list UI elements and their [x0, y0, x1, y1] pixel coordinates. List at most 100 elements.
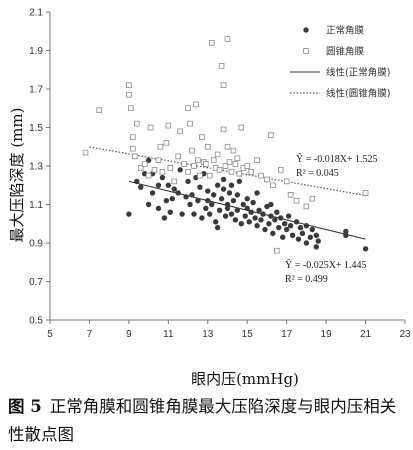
point-keratoconus	[258, 172, 264, 179]
point-keratoconus	[132, 153, 138, 160]
equations: Ŷ = -0.018X+ 1.525 R² = 0.045 Ŷ = -0.025X+…	[285, 153, 378, 285]
x-tick-label: 21	[360, 329, 372, 340]
tick-labels: 5 7 9 11 13 15 17 19 21 23 0.5 0.7 0.9 1.1 1.3 1.5 1.7 1.…	[29, 8, 411, 341]
point-normal	[226, 190, 233, 196]
point-keratoconus	[197, 172, 203, 179]
data-points	[82, 36, 369, 254]
point-normal	[222, 213, 229, 219]
point-normal	[216, 207, 223, 213]
point-normal	[155, 182, 162, 188]
point-normal	[214, 224, 221, 231]
x-tick-label: 5	[47, 329, 53, 340]
point-normal	[242, 213, 248, 219]
point-keratoconus	[199, 134, 205, 140]
point-keratoconus	[137, 165, 144, 171]
point-keratoconus	[189, 147, 195, 154]
point-keratoconus	[228, 168, 235, 175]
point-keratoconus	[159, 168, 166, 175]
point-keratoconus	[220, 82, 227, 88]
point-normal	[220, 176, 227, 183]
point-keratoconus	[210, 157, 217, 164]
point-normal	[134, 178, 140, 185]
point-keratoconus	[224, 143, 231, 150]
point-normal	[126, 211, 132, 217]
point-keratoconus	[126, 91, 132, 98]
point-normal	[203, 205, 209, 212]
point-keratoconus	[248, 168, 254, 175]
point-normal	[230, 197, 237, 204]
point-keratoconus	[203, 161, 209, 167]
point-normal	[138, 184, 144, 190]
point-keratoconus	[157, 143, 164, 150]
point-normal	[179, 211, 185, 217]
point-normal	[315, 238, 321, 244]
point-normal	[234, 192, 241, 198]
point-normal	[262, 226, 268, 233]
point-keratoconus	[274, 247, 280, 254]
axes	[46, 11, 406, 324]
x-tick-label: 7	[87, 329, 93, 340]
point-keratoconus	[303, 203, 310, 210]
point-normal	[303, 222, 310, 229]
point-normal	[177, 167, 183, 173]
point-keratoconus	[254, 157, 260, 164]
point-normal	[270, 230, 276, 237]
point-normal	[214, 182, 221, 188]
y-tick-label: 1.1	[29, 200, 43, 211]
point-keratoconus	[204, 143, 211, 150]
x-tick-label: 23	[399, 329, 411, 340]
point-normal	[278, 215, 284, 221]
legend-label-fit-keratoconus: 线性(圆锥角膜)	[326, 88, 390, 100]
point-keratoconus	[193, 101, 199, 108]
point-normal	[169, 196, 175, 202]
y-tick-label: 0.7	[29, 277, 43, 288]
point-keratoconus	[362, 190, 369, 196]
x-tick-label: 9	[126, 329, 132, 340]
point-keratoconus	[171, 178, 178, 185]
point-normal	[309, 226, 316, 233]
point-normal	[307, 234, 314, 240]
point-normal	[266, 221, 272, 227]
point-normal	[187, 201, 193, 208]
point-normal	[343, 228, 349, 235]
point-keratoconus	[270, 182, 276, 189]
y-axis-title: 最大压陷深度 (mm)	[8, 108, 26, 243]
legend-label-normal: 正常角膜	[326, 25, 365, 37]
point-normal	[303, 240, 310, 246]
point-keratoconus	[230, 147, 237, 154]
point-normal	[252, 215, 258, 221]
point-keratoconus	[141, 161, 148, 167]
point-keratoconus	[195, 157, 201, 164]
point-normal	[185, 178, 191, 185]
point-normal	[224, 205, 231, 212]
point-normal	[210, 192, 217, 198]
point-keratoconus	[126, 82, 132, 88]
y-tick-label: 0.5	[29, 316, 43, 327]
point-normal	[272, 217, 278, 223]
point-normal	[274, 209, 280, 215]
point-keratoconus	[191, 163, 197, 169]
point-normal	[195, 197, 201, 204]
point-normal	[155, 205, 162, 212]
point-normal	[149, 190, 156, 196]
point-keratoconus	[283, 178, 290, 185]
point-normal	[159, 174, 166, 181]
point-keratoconus	[208, 40, 215, 46]
legend-marker-normal	[303, 27, 309, 33]
point-normal	[250, 199, 256, 206]
point-normal	[220, 186, 227, 192]
y-tick-label: 1.7	[29, 85, 43, 96]
point-normal	[285, 213, 292, 219]
point-normal	[268, 201, 274, 208]
point-normal	[244, 205, 250, 212]
point-normal	[246, 219, 252, 225]
point-normal	[240, 201, 246, 208]
point-normal	[171, 186, 177, 192]
point-normal	[258, 217, 264, 223]
point-keratoconus	[96, 107, 103, 113]
point-keratoconus	[277, 167, 284, 173]
point-keratoconus	[220, 126, 227, 133]
x-tick-label: 15	[242, 329, 254, 340]
point-normal	[268, 213, 274, 219]
point-normal	[256, 207, 262, 213]
